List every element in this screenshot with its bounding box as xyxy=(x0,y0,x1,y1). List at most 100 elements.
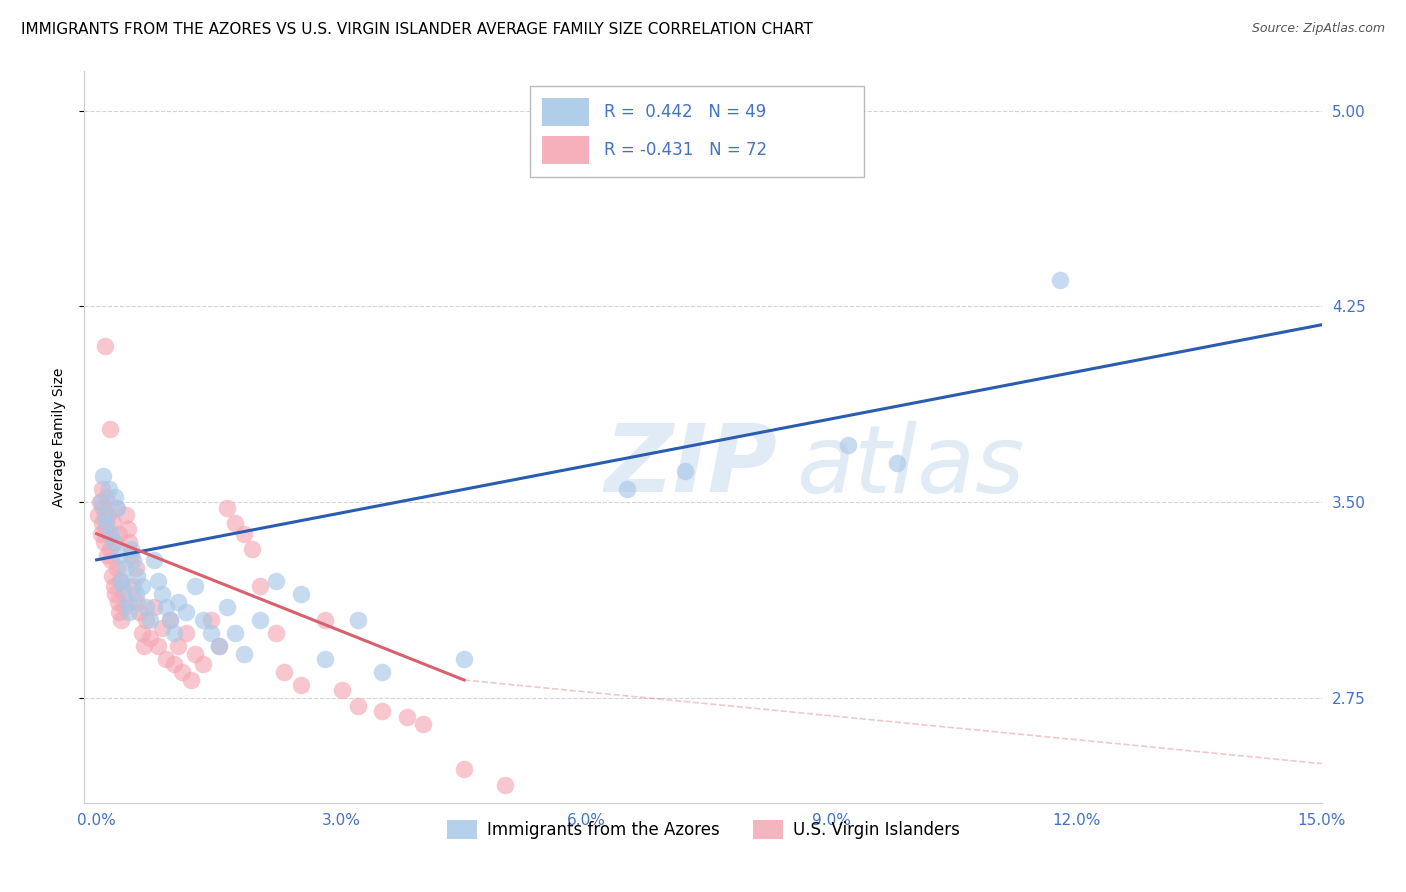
Point xyxy=(494,778,516,792)
Point xyxy=(183,647,205,661)
Point xyxy=(371,705,394,719)
Point xyxy=(330,683,353,698)
Point xyxy=(273,665,295,680)
Point xyxy=(127,568,149,582)
Point xyxy=(191,613,214,627)
Point xyxy=(115,508,138,523)
Point xyxy=(837,438,859,452)
Point xyxy=(114,560,136,574)
Point xyxy=(117,595,139,609)
Point xyxy=(138,613,160,627)
Point xyxy=(101,568,124,582)
Point xyxy=(347,699,370,714)
Point xyxy=(96,516,118,531)
Point xyxy=(150,621,173,635)
Point xyxy=(224,516,246,531)
Point xyxy=(167,595,190,609)
Text: R = -0.431   N = 72: R = -0.431 N = 72 xyxy=(605,141,768,160)
Point xyxy=(314,613,336,627)
Point xyxy=(412,717,434,731)
Point xyxy=(395,709,418,723)
Text: Source: ZipAtlas.com: Source: ZipAtlas.com xyxy=(1251,22,1385,36)
Point xyxy=(122,579,145,593)
Point xyxy=(120,548,142,562)
Point xyxy=(118,605,141,619)
Point xyxy=(142,599,165,614)
Point xyxy=(125,560,148,574)
Point xyxy=(131,579,153,593)
Point xyxy=(100,542,122,557)
Point xyxy=(155,599,177,614)
Point xyxy=(176,605,198,619)
Point xyxy=(163,626,186,640)
Point xyxy=(94,508,117,523)
Point xyxy=(108,605,131,619)
Point xyxy=(191,657,214,672)
Point xyxy=(232,526,254,541)
Point xyxy=(90,526,112,541)
Point xyxy=(125,587,148,601)
Point xyxy=(107,595,129,609)
Point xyxy=(266,574,288,588)
Point xyxy=(94,522,117,536)
Point xyxy=(120,542,142,557)
Point xyxy=(97,483,120,497)
Point xyxy=(217,599,239,614)
Point xyxy=(314,652,336,666)
Point xyxy=(105,500,128,515)
Legend: Immigrants from the Azores, U.S. Virgin Islanders: Immigrants from the Azores, U.S. Virgin … xyxy=(440,814,966,846)
Point xyxy=(347,613,370,627)
Point xyxy=(135,613,157,627)
Point xyxy=(142,553,165,567)
Point xyxy=(91,516,114,531)
Point xyxy=(93,534,115,549)
Point xyxy=(146,639,169,653)
Point xyxy=(266,626,288,640)
Point xyxy=(453,652,475,666)
Point xyxy=(127,595,149,609)
Point xyxy=(91,469,114,483)
Point xyxy=(167,639,190,653)
Point xyxy=(100,526,122,541)
Point xyxy=(87,508,110,523)
Point xyxy=(163,657,186,672)
Point xyxy=(240,542,263,557)
Point xyxy=(97,508,120,523)
Point xyxy=(290,587,312,601)
Point xyxy=(128,605,150,619)
Point xyxy=(112,599,135,614)
Point xyxy=(150,587,173,601)
Point xyxy=(110,613,132,627)
Point xyxy=(371,665,394,680)
Point xyxy=(94,339,117,353)
Point xyxy=(90,483,112,497)
Point xyxy=(1049,273,1071,287)
Point xyxy=(155,652,177,666)
Point xyxy=(122,553,145,567)
Point xyxy=(103,579,125,593)
Point xyxy=(886,456,908,470)
Point xyxy=(105,500,128,515)
Point xyxy=(673,464,696,478)
Point xyxy=(91,500,114,515)
Point xyxy=(96,548,118,562)
Point xyxy=(159,613,181,627)
Point xyxy=(110,574,132,588)
Point xyxy=(101,534,124,549)
Point xyxy=(90,495,112,509)
FancyBboxPatch shape xyxy=(530,86,863,178)
Y-axis label: Average Family Size: Average Family Size xyxy=(52,368,66,507)
Point xyxy=(138,632,160,646)
Text: atlas: atlas xyxy=(796,421,1024,512)
Point xyxy=(208,639,231,653)
Point xyxy=(290,678,312,692)
Point xyxy=(101,516,124,531)
Point xyxy=(453,762,475,776)
Point xyxy=(200,626,222,640)
Point xyxy=(183,579,205,593)
Point xyxy=(200,613,222,627)
Point xyxy=(132,639,155,653)
Point xyxy=(97,526,120,541)
Point xyxy=(107,526,129,541)
Point xyxy=(176,626,198,640)
